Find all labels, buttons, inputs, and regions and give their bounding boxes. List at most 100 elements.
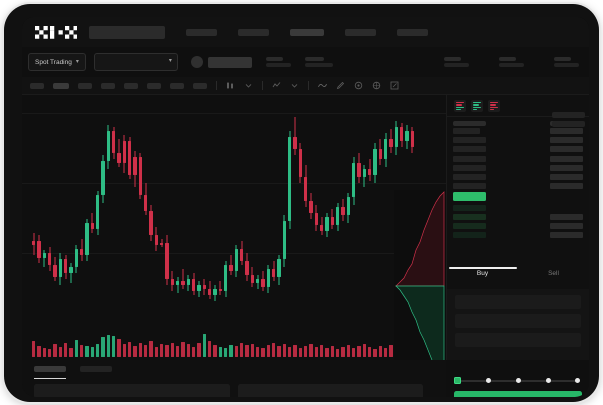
candle <box>192 95 196 310</box>
trading-mode-selector[interactable]: Spot Trading ▾ <box>28 53 86 71</box>
order-amount-input[interactable] <box>455 314 581 328</box>
chevron-down-icon[interactable] <box>290 81 299 90</box>
coin-avatar <box>190 56 203 68</box>
candle <box>277 95 281 310</box>
volume-bar <box>336 349 340 357</box>
slider-stop-75[interactable] <box>546 377 551 383</box>
timeframe-button-3[interactable] <box>78 82 92 89</box>
active-tab-indicator <box>34 378 66 380</box>
volume-bar <box>250 344 254 357</box>
order-book-bid-row[interactable] <box>453 222 583 229</box>
order-book-ask-row[interactable] <box>453 146 583 153</box>
search-input[interactable] <box>89 25 165 39</box>
candle <box>410 95 414 310</box>
volume-bar <box>144 345 148 357</box>
slider-stop-50[interactable] <box>516 377 521 383</box>
order-total-input[interactable] <box>455 333 581 347</box>
settings-icon[interactable] <box>372 81 381 90</box>
volume-bar <box>234 346 238 357</box>
volume-bar <box>74 340 78 357</box>
timeframe-button-7[interactable] <box>170 82 184 89</box>
order-price-input[interactable] <box>455 295 581 309</box>
tab-buy[interactable]: Buy <box>476 270 489 277</box>
candle <box>42 95 46 310</box>
candle <box>144 95 148 310</box>
volume-bar <box>378 346 382 357</box>
amount-slider[interactable] <box>454 376 582 386</box>
candle <box>378 95 382 310</box>
trendline-icon[interactable] <box>318 81 327 90</box>
candle <box>346 95 350 310</box>
nav-item-5[interactable] <box>397 28 428 36</box>
order-book-ask-row[interactable] <box>453 173 583 180</box>
bottom-panel <box>22 360 446 397</box>
gridline <box>22 183 446 184</box>
price-chart[interactable] <box>22 95 446 360</box>
candle <box>128 95 132 310</box>
timeframe-button-2[interactable] <box>53 82 69 89</box>
timeframe-button-5[interactable] <box>124 82 138 89</box>
asks-only-icon[interactable] <box>488 100 500 112</box>
trading-pair-selector[interactable]: ▾ <box>93 53 178 71</box>
tab-open-orders[interactable] <box>34 366 66 372</box>
candle <box>352 95 356 310</box>
nav-items <box>186 28 428 36</box>
volume-bar <box>192 347 196 357</box>
order-book-ask-row[interactable] <box>453 128 583 134</box>
nav-item-4[interactable] <box>345 28 376 36</box>
submit-order-button[interactable] <box>454 391 582 397</box>
magnet-icon[interactable] <box>354 81 363 90</box>
ticker-stat-1 <box>265 57 291 67</box>
bottom-panel-card-2[interactable] <box>238 384 423 397</box>
volume-bar <box>213 345 217 357</box>
candle <box>282 95 286 310</box>
order-book-ask-row[interactable] <box>453 164 583 171</box>
depth-chart-overlay <box>394 190 446 360</box>
order-book-bid-row[interactable] <box>453 213 583 220</box>
candle <box>176 95 180 310</box>
tab-order-history[interactable] <box>80 366 112 372</box>
bids-only-icon[interactable] <box>471 100 483 112</box>
candle <box>336 95 340 310</box>
candle <box>74 95 78 310</box>
volume-bar <box>69 348 73 357</box>
chevron-down-icon[interactable] <box>244 81 253 90</box>
order-book-ask-row[interactable] <box>453 183 583 190</box>
candlestick-type-icon[interactable] <box>226 81 235 90</box>
nav-item-3[interactable] <box>290 28 324 36</box>
candle <box>362 95 366 310</box>
timeframe-button-4[interactable] <box>101 82 115 89</box>
volume-bar <box>330 346 334 357</box>
candle <box>149 95 153 310</box>
order-book-bid-row[interactable] <box>453 232 583 239</box>
candle <box>373 95 377 310</box>
order-book-ask-row[interactable] <box>453 155 583 162</box>
trade-row[interactable] <box>552 121 585 128</box>
timeframe-button-6[interactable] <box>147 82 161 89</box>
slider-stop-100[interactable] <box>575 377 580 383</box>
volume-bar <box>320 345 324 357</box>
volume-bar <box>272 343 276 357</box>
order-book-last-price-row[interactable] <box>453 192 583 202</box>
both-icon[interactable] <box>454 100 466 112</box>
timeframe-button-1[interactable] <box>30 82 44 89</box>
trade-history-column <box>552 112 589 130</box>
trade-row[interactable] <box>552 112 585 118</box>
volume-bar <box>325 348 329 357</box>
nav-item-2[interactable] <box>238 28 269 36</box>
bottom-panel-card-1[interactable] <box>34 384 230 397</box>
timeframe-button-8[interactable] <box>193 82 207 89</box>
tab-sell[interactable]: Sell <box>548 270 559 277</box>
nav-item-1[interactable] <box>186 28 217 36</box>
fullscreen-icon[interactable] <box>390 81 399 90</box>
candle <box>394 95 398 310</box>
candle <box>53 95 57 310</box>
slider-stop-25[interactable] <box>486 377 491 383</box>
slider-handle[interactable] <box>454 376 461 384</box>
order-book-ask-row[interactable] <box>453 137 583 144</box>
order-book-bid-row[interactable] <box>453 204 583 211</box>
pencil-icon[interactable] <box>336 81 345 90</box>
indicators-icon[interactable] <box>272 81 281 90</box>
volume-bar <box>149 341 153 357</box>
okx-logo[interactable] <box>35 25 77 39</box>
